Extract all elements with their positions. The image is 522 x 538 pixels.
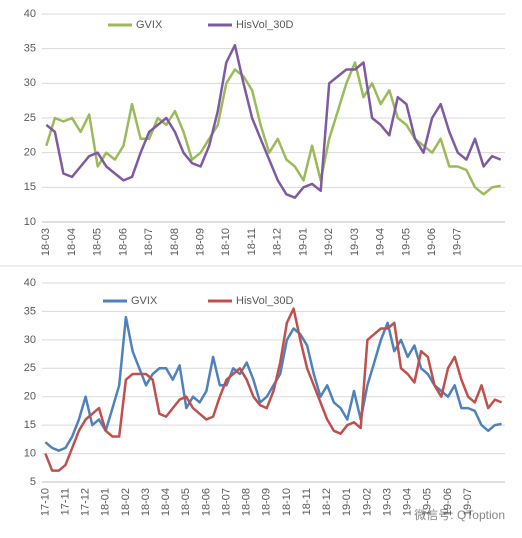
x-tick-label: 19-02: [361, 488, 373, 516]
y-tick-label: 30: [24, 334, 36, 346]
series-line: [44, 315, 502, 452]
x-tick-label: 18-04: [160, 488, 172, 516]
x-tick-label: 18-06: [200, 488, 212, 516]
x-tick-label: 18-09: [261, 488, 273, 516]
x-tick-label: 18-08: [241, 488, 253, 516]
y-tick-label: 20: [24, 147, 36, 159]
x-tick-label: 19-03: [381, 488, 393, 516]
y-tick-label: 35: [24, 43, 36, 55]
y-tick-label: 15: [24, 419, 36, 431]
x-tick-label: 18-05: [180, 488, 192, 516]
x-tick-label: 18-07: [143, 228, 155, 256]
x-tick-label: 18-08: [169, 228, 181, 256]
x-tick-label: 19-07: [462, 488, 474, 516]
x-tick-label: 19-01: [297, 228, 309, 256]
x-tick-label: 19-02: [323, 228, 335, 256]
y-tick-label: 40: [24, 277, 36, 289]
x-tick-label: 19-01: [341, 488, 353, 516]
x-tick-label: 17-10: [39, 488, 51, 516]
y-tick-label: 35: [24, 305, 36, 317]
x-tick-label: 18-11: [301, 488, 313, 515]
x-tick-label: 19-07: [452, 228, 464, 256]
x-tick-label: 18-11: [246, 228, 258, 255]
y-tick-label: 10: [24, 216, 36, 228]
x-tick-label: 18-03: [40, 228, 52, 256]
x-tick-label: 19-04: [375, 228, 387, 256]
y-tick-label: 25: [24, 112, 36, 124]
legend-label: GVIX: [136, 19, 163, 31]
x-tick-label: 18-09: [195, 228, 207, 256]
x-tick-label: 18-10: [281, 488, 293, 516]
y-tick-label: 5: [30, 476, 36, 488]
y-tick-label: 30: [24, 77, 36, 89]
y-tick-label: 40: [24, 8, 36, 20]
y-tick-label: 20: [24, 391, 36, 403]
x-tick-label: 18-07: [220, 488, 232, 516]
legend-label: GVIX: [131, 295, 158, 307]
x-tick-label: 19-04: [402, 488, 414, 516]
x-tick-label: 18-12: [272, 228, 284, 256]
x-tick-label: 19-05: [400, 228, 412, 256]
y-tick-label: 10: [24, 447, 36, 459]
x-tick-label: 18-02: [120, 488, 132, 516]
x-tick-label: 19-05: [422, 488, 434, 516]
x-tick-label: 18-05: [92, 228, 104, 256]
x-tick-label: 17-12: [80, 488, 92, 516]
y-tick-label: 25: [24, 362, 36, 374]
x-tick-label: 19-06: [442, 488, 454, 516]
x-tick-label: 18-03: [140, 488, 152, 516]
x-tick-label: 18-04: [66, 228, 78, 256]
x-tick-label: 18-01: [100, 488, 112, 516]
series-line: [44, 307, 503, 472]
watermark: 微信号: QToption: [414, 508, 505, 522]
x-tick-label: 19-03: [349, 228, 361, 256]
series-line: [45, 43, 502, 199]
x-tick-label: 18-10: [220, 228, 232, 256]
x-tick-label: 18-06: [117, 228, 129, 256]
y-tick-label: 15: [24, 181, 36, 193]
x-tick-label: 17-11: [59, 488, 71, 515]
legend-label: HisVol_30D: [236, 295, 294, 307]
x-tick-label: 19-06: [426, 228, 438, 256]
x-tick-label: 18-12: [321, 488, 333, 516]
legend-label: HisVol_30D: [236, 19, 294, 31]
